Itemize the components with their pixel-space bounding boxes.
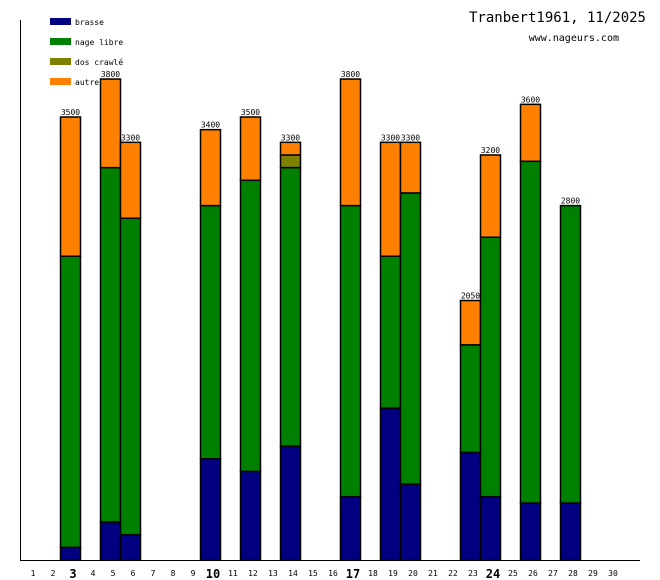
legend-label: brasse (75, 18, 104, 27)
legend-swatch-autre (50, 78, 71, 85)
bar-segment-day3-brasse (59, 546, 82, 561)
bar-segment-day6-brasse (119, 533, 142, 561)
value-label-day23: 2050 (461, 292, 480, 301)
bar-segment-day17-autre (339, 78, 362, 207)
legend: brasse nage libre dos crawlé autre (50, 18, 123, 87)
x-tick-label: 14 (288, 569, 298, 578)
x-tick-label: 28 (568, 569, 578, 578)
bar-segment-day14-autre (279, 141, 302, 156)
legend-label: nage libre (75, 38, 123, 47)
x-tick-label: 1 (31, 569, 36, 578)
x-tick-label: 25 (508, 569, 518, 578)
x-tick-label: 6 (131, 569, 136, 578)
value-label-day19: 3300 (381, 133, 400, 142)
x-tick-label: 10 (206, 567, 220, 580)
x-tick-label: 5 (111, 569, 116, 578)
x-tick-labels: 1 2 3 4 5 6 7 8 9 10 11 12 13 14 15 16 17 18 19 20 21 22 23 24 2… (31, 567, 618, 580)
x-tick-label: 27 (548, 569, 558, 578)
x-tick-label: 26 (528, 569, 538, 578)
x-tick-label: 21 (428, 569, 438, 578)
x-tick-label: 8 (171, 569, 176, 578)
x-tick-label: 20 (408, 569, 418, 578)
bar-segment-day28-brasse (559, 502, 582, 561)
x-tick-label: 19 (388, 569, 398, 578)
bar-segment-day3-autre (59, 116, 82, 257)
bar-segment-day5-nage-libre (99, 166, 122, 523)
x-tick-label: 29 (588, 569, 598, 578)
x-tick-label: 4 (91, 569, 96, 578)
bar-segment-day5-autre (99, 78, 122, 169)
bar-segment-day14-dos-crawle (279, 154, 302, 169)
bar-segment-day19-autre (379, 141, 402, 257)
bar-segment-day19-nage-libre (379, 255, 402, 409)
chart-subtitle: www.nageurs.com (529, 33, 619, 44)
bar-segment-day10-brasse (199, 457, 222, 561)
legend-swatch-brasse (50, 18, 71, 25)
bar-segment-day12-nage-libre (239, 179, 262, 473)
bar-segment-day6-nage-libre (119, 217, 142, 536)
x-tick-label: 2 (51, 569, 56, 578)
bar-segment-day20-brasse (399, 483, 422, 561)
x-tick-label: 7 (151, 569, 156, 578)
x-tick-label: 13 (268, 569, 278, 578)
x-tick-label: 9 (191, 569, 196, 578)
bar-segment-day24-brasse (479, 495, 502, 561)
bar-segment-day5-brasse (99, 521, 122, 561)
bar-segment-day10-autre (199, 128, 222, 207)
x-tick-label: 15 (308, 569, 318, 578)
bar-segment-day19-brasse (379, 407, 402, 561)
bar-segment-day17-brasse (339, 495, 362, 561)
bar-segment-day23-autre (459, 299, 482, 346)
value-label-day14: 3300 (281, 133, 300, 142)
value-label-day12: 3500 (241, 108, 260, 117)
value-label-day3: 3500 (61, 108, 80, 117)
bar-segment-day23-brasse (459, 451, 482, 561)
value-label-day10: 3400 (201, 121, 220, 130)
bar-segment-day26-autre (519, 103, 542, 163)
legend-swatch-dos-crawle (50, 58, 71, 65)
bar-segment-day12-brasse (239, 470, 262, 561)
value-label-day6: 3300 (121, 133, 140, 142)
chart-title: Tranbert1961, 11/2025 (469, 10, 646, 26)
x-tick-label: 30 (608, 569, 618, 578)
value-label-day28: 2800 (561, 197, 580, 206)
value-label-day26: 3600 (521, 95, 540, 104)
bar-segment-day28-nage-libre (559, 204, 582, 504)
bar-segment-day10-nage-libre (199, 204, 222, 460)
x-tick-label: 18 (368, 569, 378, 578)
bar-segment-day3-nage-libre (59, 255, 82, 549)
x-tick-label: 3 (69, 567, 76, 580)
bar-segment-day14-nage-libre (279, 166, 302, 447)
value-label-day5: 3800 (101, 70, 120, 79)
x-tick-label: 17 (346, 567, 360, 580)
x-tick-label: 12 (248, 569, 258, 578)
bar-segment-day24-nage-libre (479, 236, 502, 498)
bar-segment-day26-nage-libre (519, 160, 542, 504)
bar-segment-day20-autre (399, 141, 422, 194)
x-tick-label: 23 (468, 569, 478, 578)
bar-segment-day6-autre (119, 141, 142, 220)
x-tick-label: 24 (486, 567, 500, 580)
value-label-day20: 3300 (401, 133, 420, 142)
bar-segment-day14-brasse (279, 445, 302, 561)
legend-label: dos crawlé (75, 57, 123, 67)
bar-segment-day12-autre (239, 116, 262, 182)
legend-label: autre (75, 78, 99, 87)
bar-segment-day24-autre (479, 154, 502, 238)
x-tick-label: 22 (448, 569, 458, 578)
legend-swatch-nage-libre (50, 38, 71, 45)
value-label-day17: 3800 (341, 70, 360, 79)
bar-segment-day20-nage-libre (399, 192, 422, 485)
value-label-day24: 3200 (481, 146, 500, 155)
bar-segment-day17-nage-libre (339, 204, 362, 498)
x-tick-label: 16 (328, 569, 338, 578)
bar-segment-day23-nage-libre (459, 344, 482, 454)
x-tick-label: 11 (228, 569, 238, 578)
bars-layer (59, 78, 582, 561)
bar-segment-day26-brasse (519, 502, 542, 561)
